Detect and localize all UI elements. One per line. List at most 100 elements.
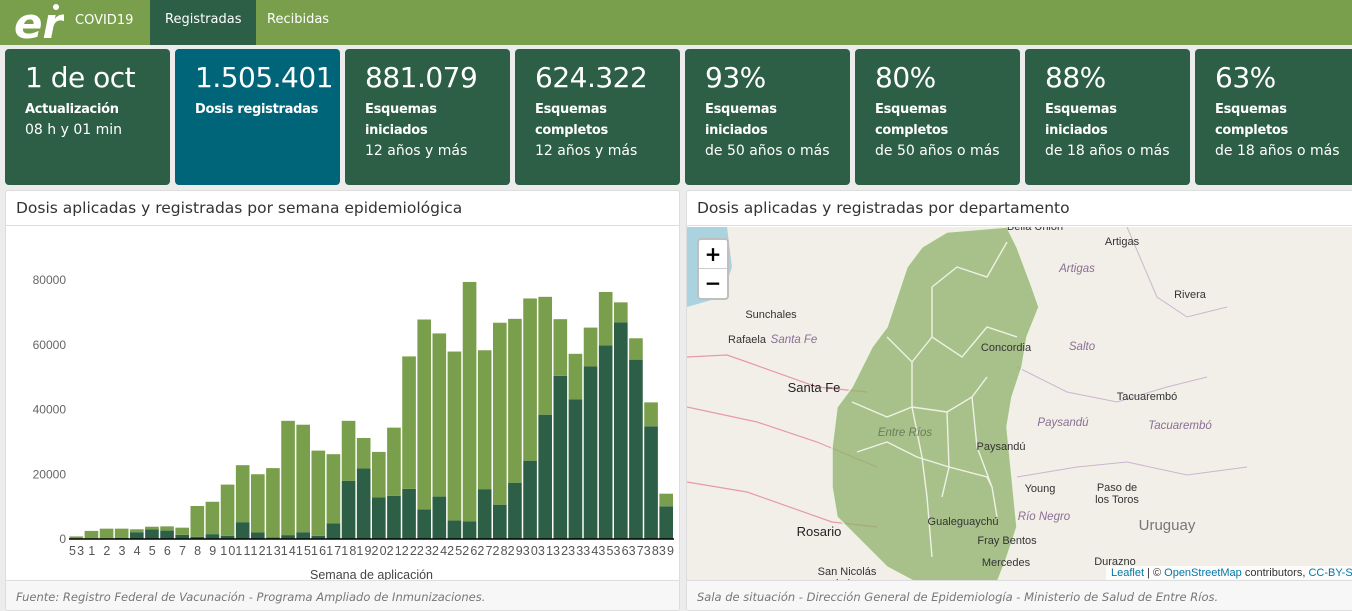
x-tick-label: 32 [553,544,568,558]
stat-label: Esquemas completos [535,102,608,138]
bar-segment [145,529,159,539]
bar-segment [281,535,295,539]
x-tick-label: 4 [134,544,141,558]
x-tick-label: 23 [417,544,432,558]
bar-segment [387,427,401,496]
x-tick-label: 36 [614,544,629,558]
y-tick-label: 20000 [33,467,67,481]
map-label: Tacuarembó [1148,420,1212,432]
bar-segment [477,350,492,490]
bar-segment [160,526,174,531]
bar-segment [614,302,628,323]
department-map-panel: Dosis aplicadas y registradas por depart… [686,190,1352,611]
bar-segment [235,522,250,539]
panel-footer: Fuente: Registro Federal de Vacunación -… [6,580,679,610]
bar-segment [175,534,189,539]
license-link[interactable]: CC-BY-SA [1308,567,1352,579]
x-tick-label: 35 [598,544,613,558]
bar-segment [538,414,552,539]
x-tick-label: 10 [220,544,235,558]
y-tick-label: 80000 [33,273,67,287]
stat-value: 88% [1045,61,1106,94]
bar-segment [598,291,613,346]
map-label: Entre Ríos [878,427,933,439]
x-tick-label: 3 [118,544,125,558]
stat-label: Dosis registradas [195,102,319,117]
bar-segment [251,474,265,533]
bar-segment [508,318,522,483]
bar-segment [568,399,583,539]
stat-sub: de 50 años o más [705,143,830,159]
map-label: Concordia [981,342,1032,354]
x-tick-label: 37 [629,544,644,558]
bar-segment [614,322,628,539]
stat-sub: de 18 años o más [1215,143,1340,159]
bar-segment [553,375,568,539]
map-label: Paysandú [1037,417,1089,429]
bar-segment [69,536,84,539]
x-tick-label: 25 [447,544,462,558]
stat-value: 1.505.401 [195,61,334,94]
bar-segment [372,451,386,498]
stat-card: 1 de oct Actualización 08 h y 01 min [5,49,170,185]
leaflet-link[interactable]: Leaflet [1110,567,1144,579]
map-label: Río Negro [1018,511,1071,523]
brand-title[interactable]: COVID19 [75,13,134,28]
map-label: Rivera [1174,289,1207,301]
map-label: Gualeguaychú [928,516,999,528]
x-tick-label: 20 [372,544,387,558]
zoom-out-button[interactable]: − [704,271,722,295]
stat-sub: 12 años y más [535,143,638,159]
bar-segment [235,465,250,523]
attr-contrib: contributors, [1241,567,1309,579]
stat-label: Esquemas iniciados [705,102,777,138]
osm-link[interactable]: OpenStreetMap [1164,567,1242,579]
stat-value: 93% [705,61,766,94]
x-tick-label: 29 [508,544,523,558]
bar-segment [462,521,477,539]
department-map[interactable]: Bella Unión Artigas Artigas Rivera Sunchales… [687,227,1352,583]
bar-segment [568,353,583,400]
x-tick-label: 31 [538,544,553,558]
stat-label: Esquemas iniciados [1045,102,1117,138]
weekly-doses-panel: Dosis aplicadas y registradas por semana… [5,190,680,611]
x-tick-label: 11 [235,544,250,558]
bar-segment [341,420,356,481]
bar-segment [417,319,431,510]
bar-segment [523,460,537,539]
x-tick-label: 17 [326,544,341,558]
map-label: Uruguay [1139,517,1196,534]
bar-segment [432,333,447,497]
top-navbar: er COVID19 Registradas Recibidas [0,0,1352,45]
panel-title: Dosis aplicadas y registradas por semana… [6,191,679,226]
stat-card: 63% Esquemas completos de 18 años o más [1195,49,1352,185]
bar-segment [583,327,598,367]
map-label: los Toros [1095,494,1139,506]
stat-sub: de 18 años o más [1045,143,1170,159]
bar-segment [553,319,568,376]
x-tick-label: 24 [432,544,447,558]
stat-card: 88% Esquemas iniciados de 18 años o más [1025,49,1190,185]
map-label: Paysandú [977,441,1026,453]
bar-segment [372,497,386,539]
zoom-in-button[interactable]: + [699,240,727,269]
x-tick-label: 33 [568,544,583,558]
department-borders [851,241,1018,558]
map-label: Artigas [1058,263,1095,275]
bar-segment [659,506,673,539]
er-logo[interactable]: er [14,2,64,42]
tab-registradas[interactable]: Registradas [150,0,257,45]
map-label: Rosario [797,524,842,539]
map-label: Salto [1069,341,1096,353]
tab-recibidas[interactable]: Recibidas [267,12,330,27]
bar-segment [99,528,114,539]
bar-segment [341,480,356,539]
stat-card: 881.079 Esquemas iniciados 12 años y más [345,49,510,185]
bar-segment [659,493,673,507]
stat-value: 624.322 [535,61,648,94]
x-tick-label: 14 [281,544,296,558]
bar-segment [629,338,643,360]
bar-segment [114,528,129,538]
map-label: Santa Fe [788,380,841,395]
